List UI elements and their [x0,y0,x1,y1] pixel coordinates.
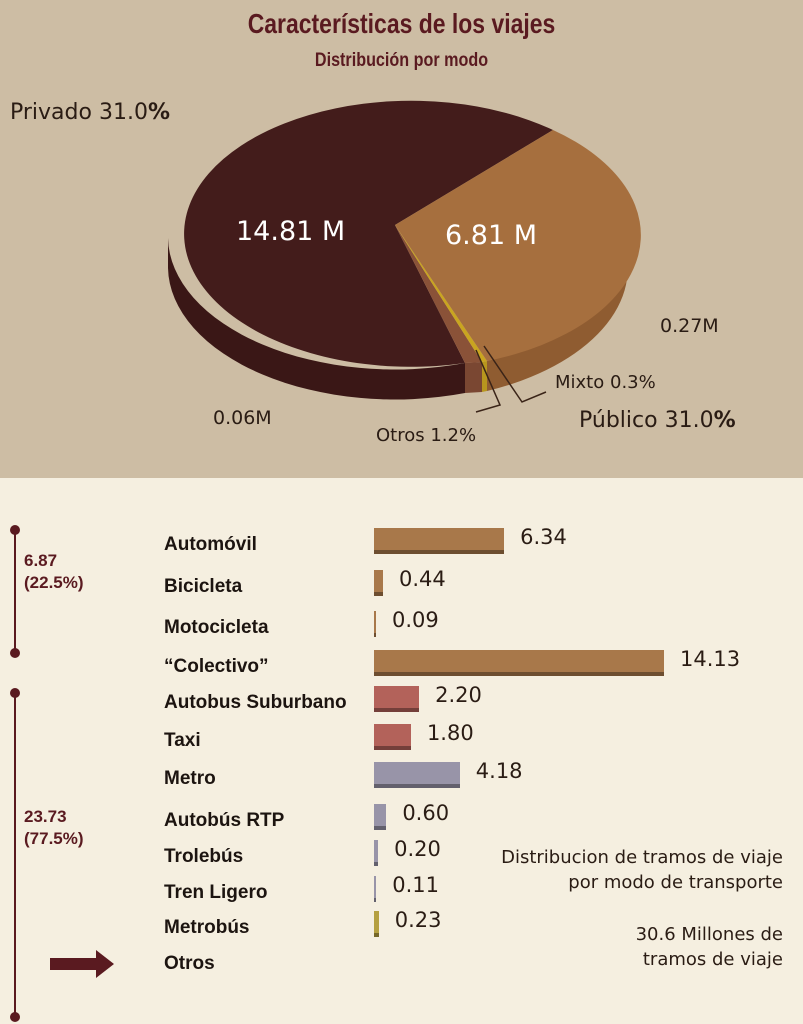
pie-side-otros [465,362,482,393]
bar-value-label: 0.44 [399,567,446,591]
bar-label: Metro [164,768,216,789]
value-mixto: 0.06M [213,407,272,429]
bar-label: Otros [164,953,215,974]
otros-name: Otros [376,425,425,446]
note-line-3: 30.6 Millones de [635,924,783,945]
right-arrow-icon [50,950,114,978]
value-publico: 6.81 M [445,220,537,251]
group-1-value: 6.87 [24,551,58,570]
bar [374,724,411,750]
pie-slice-mixto [395,225,487,362]
pie-side-privado [168,238,465,400]
bracket-line-1 [14,530,16,652]
bar-label: “Colectivo” [164,656,269,677]
bar-value-label: 6.34 [520,525,567,549]
chart-note-2: 30.6 Millones de tramos de viaje [636,922,783,972]
bar [374,570,384,596]
publico-percent: 31.0 [664,408,714,433]
bar [374,650,664,676]
bar-value-label: 0.09 [392,608,439,632]
group-2-percent: (77.5%) [24,829,84,848]
note-line-1: Distribucion de tramos de viaje [501,847,783,868]
pie-panel: Características de los viajes Distribuci… [0,0,803,478]
bar [374,911,379,937]
bar-value-label: 0.23 [394,908,442,932]
label-otros: Otros 1.2% [376,425,476,446]
leader-otros [475,349,502,413]
bar [374,528,505,554]
group-label-2: 23.73 (77.5%) [24,806,84,850]
bar-label: Trolebús [164,846,244,867]
group-1-percent: (22.5%) [24,573,84,592]
bar [374,762,460,788]
bar-label: Motocicleta [164,617,269,638]
bar-label: Automóvil [164,534,257,555]
bar-value-label: 14.13 [680,647,741,671]
bar-value-label: 0.11 [392,873,440,897]
group-2-value: 23.73 [24,807,67,826]
otros-percent: 1.2% [430,425,477,446]
mixto-name: Mixto [555,372,605,393]
privado-percent: 31.0 [98,100,148,125]
chart-note-1: Distribucion de tramos de viaje por modo… [501,845,783,895]
pie-side-mixto [482,361,487,392]
bar-label: Autobús RTP [164,810,285,831]
privado-name: Privado [10,100,92,125]
chart-title: Características de los viajes [247,8,556,39]
label-mixto: Mixto 0.3% [555,372,656,393]
group-label-1: 6.87 (22.5%) [24,550,84,594]
bar-value-label: 4.18 [475,759,523,783]
value-otros: 0.27M [660,315,719,337]
bar [374,804,387,830]
bar [374,686,420,712]
bar [374,876,377,902]
bar-label: Autobus Suburbano [164,692,347,713]
pie-slice-otros [395,225,482,363]
mixto-percent: 0.3% [610,372,656,393]
bar-value-label: 2.20 [435,683,482,707]
pie-side-publico [487,208,628,391]
bar [374,611,376,637]
bar-label: Bicicleta [164,576,243,597]
pie-chart [168,100,641,413]
label-privado: Privado 31.0% [10,100,170,125]
leader-mixto [483,345,547,403]
label-publico: Público 31.0% [579,408,736,433]
bracket-bottom-dot-1 [10,648,20,658]
note-line-4: tramos de viaje [642,949,783,970]
bar-value-label: 1.80 [426,721,474,745]
bracket-bottom-dot-2 [10,1012,20,1022]
pie-slice-publico [395,130,641,361]
bar-label: Metrobús [164,917,250,938]
note-line-2: por modo de transporte [568,872,783,893]
bar-label: Tren Ligero [164,882,268,903]
bracket-line-2 [14,693,16,1015]
chart-subtitle: Distribución por modo [314,50,489,71]
value-privado: 14.81 M [236,216,346,247]
bar-label: Taxi [164,730,201,751]
pie-slice-privado [184,100,554,367]
publico-name: Público [579,408,658,433]
bar-value-label: 0.20 [394,837,441,861]
bar-value-label: 0.60 [402,801,450,825]
bar [374,840,379,866]
